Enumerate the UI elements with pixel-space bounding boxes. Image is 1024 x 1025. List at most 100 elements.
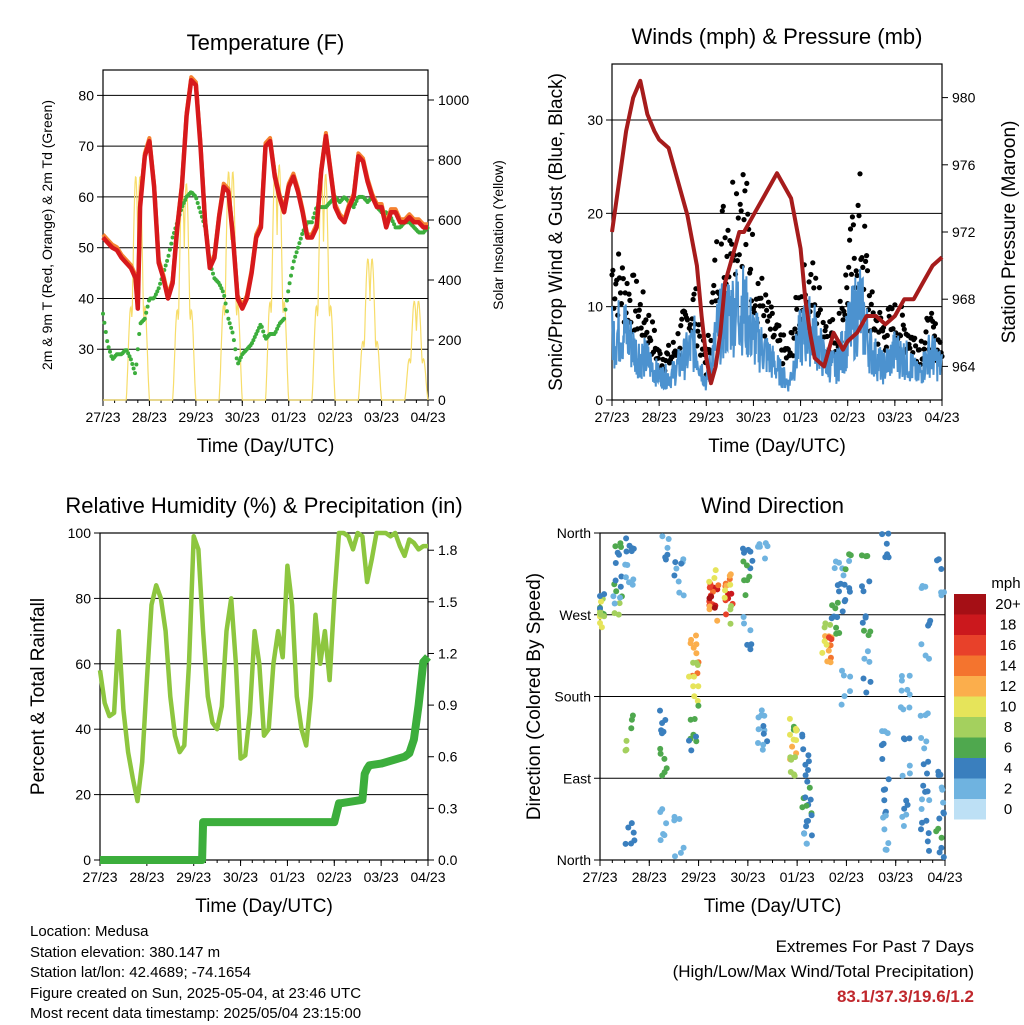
direction-point [885,776,892,783]
x-axis-label: Time (Day/UTC) [197,436,335,457]
direction-point [846,558,853,564]
direction-point [677,849,684,856]
dewpoint-point [231,338,236,343]
direction-point [836,559,842,566]
direction-point [793,727,800,734]
gust-point [868,301,874,307]
direction-point [859,583,865,590]
station-info: Location: Medusa Station elevation: 380.… [30,922,361,1025]
dewpoint-point [105,339,110,344]
direction-point [756,541,763,548]
x-tick-label: 03/23 [364,409,399,425]
gust-point [840,317,846,323]
dewpoint-point [236,361,241,366]
gust-point [620,276,626,282]
direction-point [840,672,847,679]
legend-swatch [954,676,986,697]
gust-point [847,237,853,243]
direction-point [659,533,666,540]
direction-point [721,594,728,601]
direction-point [922,712,929,719]
direction-point [715,582,722,589]
y2-tick-label: 980 [952,90,976,106]
gust-point [890,326,896,332]
direction-point [900,823,907,829]
gust-point [929,310,935,316]
direction-point [882,554,889,561]
y-axis-label: 2m & 9m T (Red, Orange) & 2m Td (Green) [39,100,55,370]
direction-point [661,832,668,839]
direction-point [926,620,933,627]
dewpoint-point [261,329,266,334]
gust-point [733,191,740,197]
direction-point [799,731,806,738]
y-tick-label: 20 [587,205,603,221]
gust-point [712,257,718,263]
gust-point [855,202,861,208]
direction-point [714,617,721,624]
dewpoint-point [237,358,242,363]
gust-point [691,291,697,297]
gust-point [657,351,663,357]
direction-point [622,561,629,568]
y-tick-label: 60 [78,189,94,205]
gust-point [877,309,883,316]
gust-point [922,340,928,346]
legend-swatch [954,799,986,820]
legend-swatch [954,635,986,656]
dewpoint-point [197,205,202,210]
gust-point [736,252,742,258]
gust-point [869,289,875,295]
direction-point [938,589,945,596]
gust-point [760,303,766,309]
dewpoint-point [287,281,292,286]
direction-point [834,599,841,606]
dewpoint-point [311,215,316,220]
dewpoint-point [225,309,229,314]
direction-point [755,726,762,733]
gust-point [631,272,637,278]
gust-point [846,264,852,270]
y-tick-label: West [559,607,591,623]
gust-point [724,253,730,259]
y-tick-label: 0 [83,852,91,868]
y-tick-label: 30 [587,112,603,128]
gust-point [744,180,750,186]
direction-point [597,593,603,599]
y2-tick-label: 0.3 [438,800,458,816]
gust-point [737,201,743,207]
panel-title: Temperature (F) [187,30,345,55]
direction-point [801,830,808,837]
gust-point [900,322,906,328]
gust-point [745,211,751,217]
dewpoint-point [211,271,215,276]
direction-point [793,737,800,744]
dewpoint-point [163,263,168,268]
y2-tick-label: 1000 [438,92,469,108]
legend-label: 14 [1000,658,1017,675]
gust-point [781,332,787,338]
x-tick-label: 29/23 [681,869,716,885]
direction-point [842,566,849,573]
direction-point [693,641,700,648]
gust-point [854,272,860,279]
direction-point [706,578,713,585]
gust-point [617,290,624,296]
gust-point [765,318,771,324]
y2-tick-label: 600 [438,212,462,228]
gust-point [695,328,701,334]
gust-point [830,317,836,323]
legend-swatch [954,758,986,779]
direction-point [839,667,845,674]
direction-point [923,738,930,745]
direction-point [657,745,664,752]
direction-point [671,817,678,824]
y2-tick-label: 200 [438,332,462,348]
gust-point [720,203,726,209]
direction-point [863,689,870,696]
gust-point [899,312,906,318]
direction-point [747,627,754,634]
direction-point [834,614,841,621]
dewpoint-point [169,241,174,246]
direction-point [742,592,749,599]
